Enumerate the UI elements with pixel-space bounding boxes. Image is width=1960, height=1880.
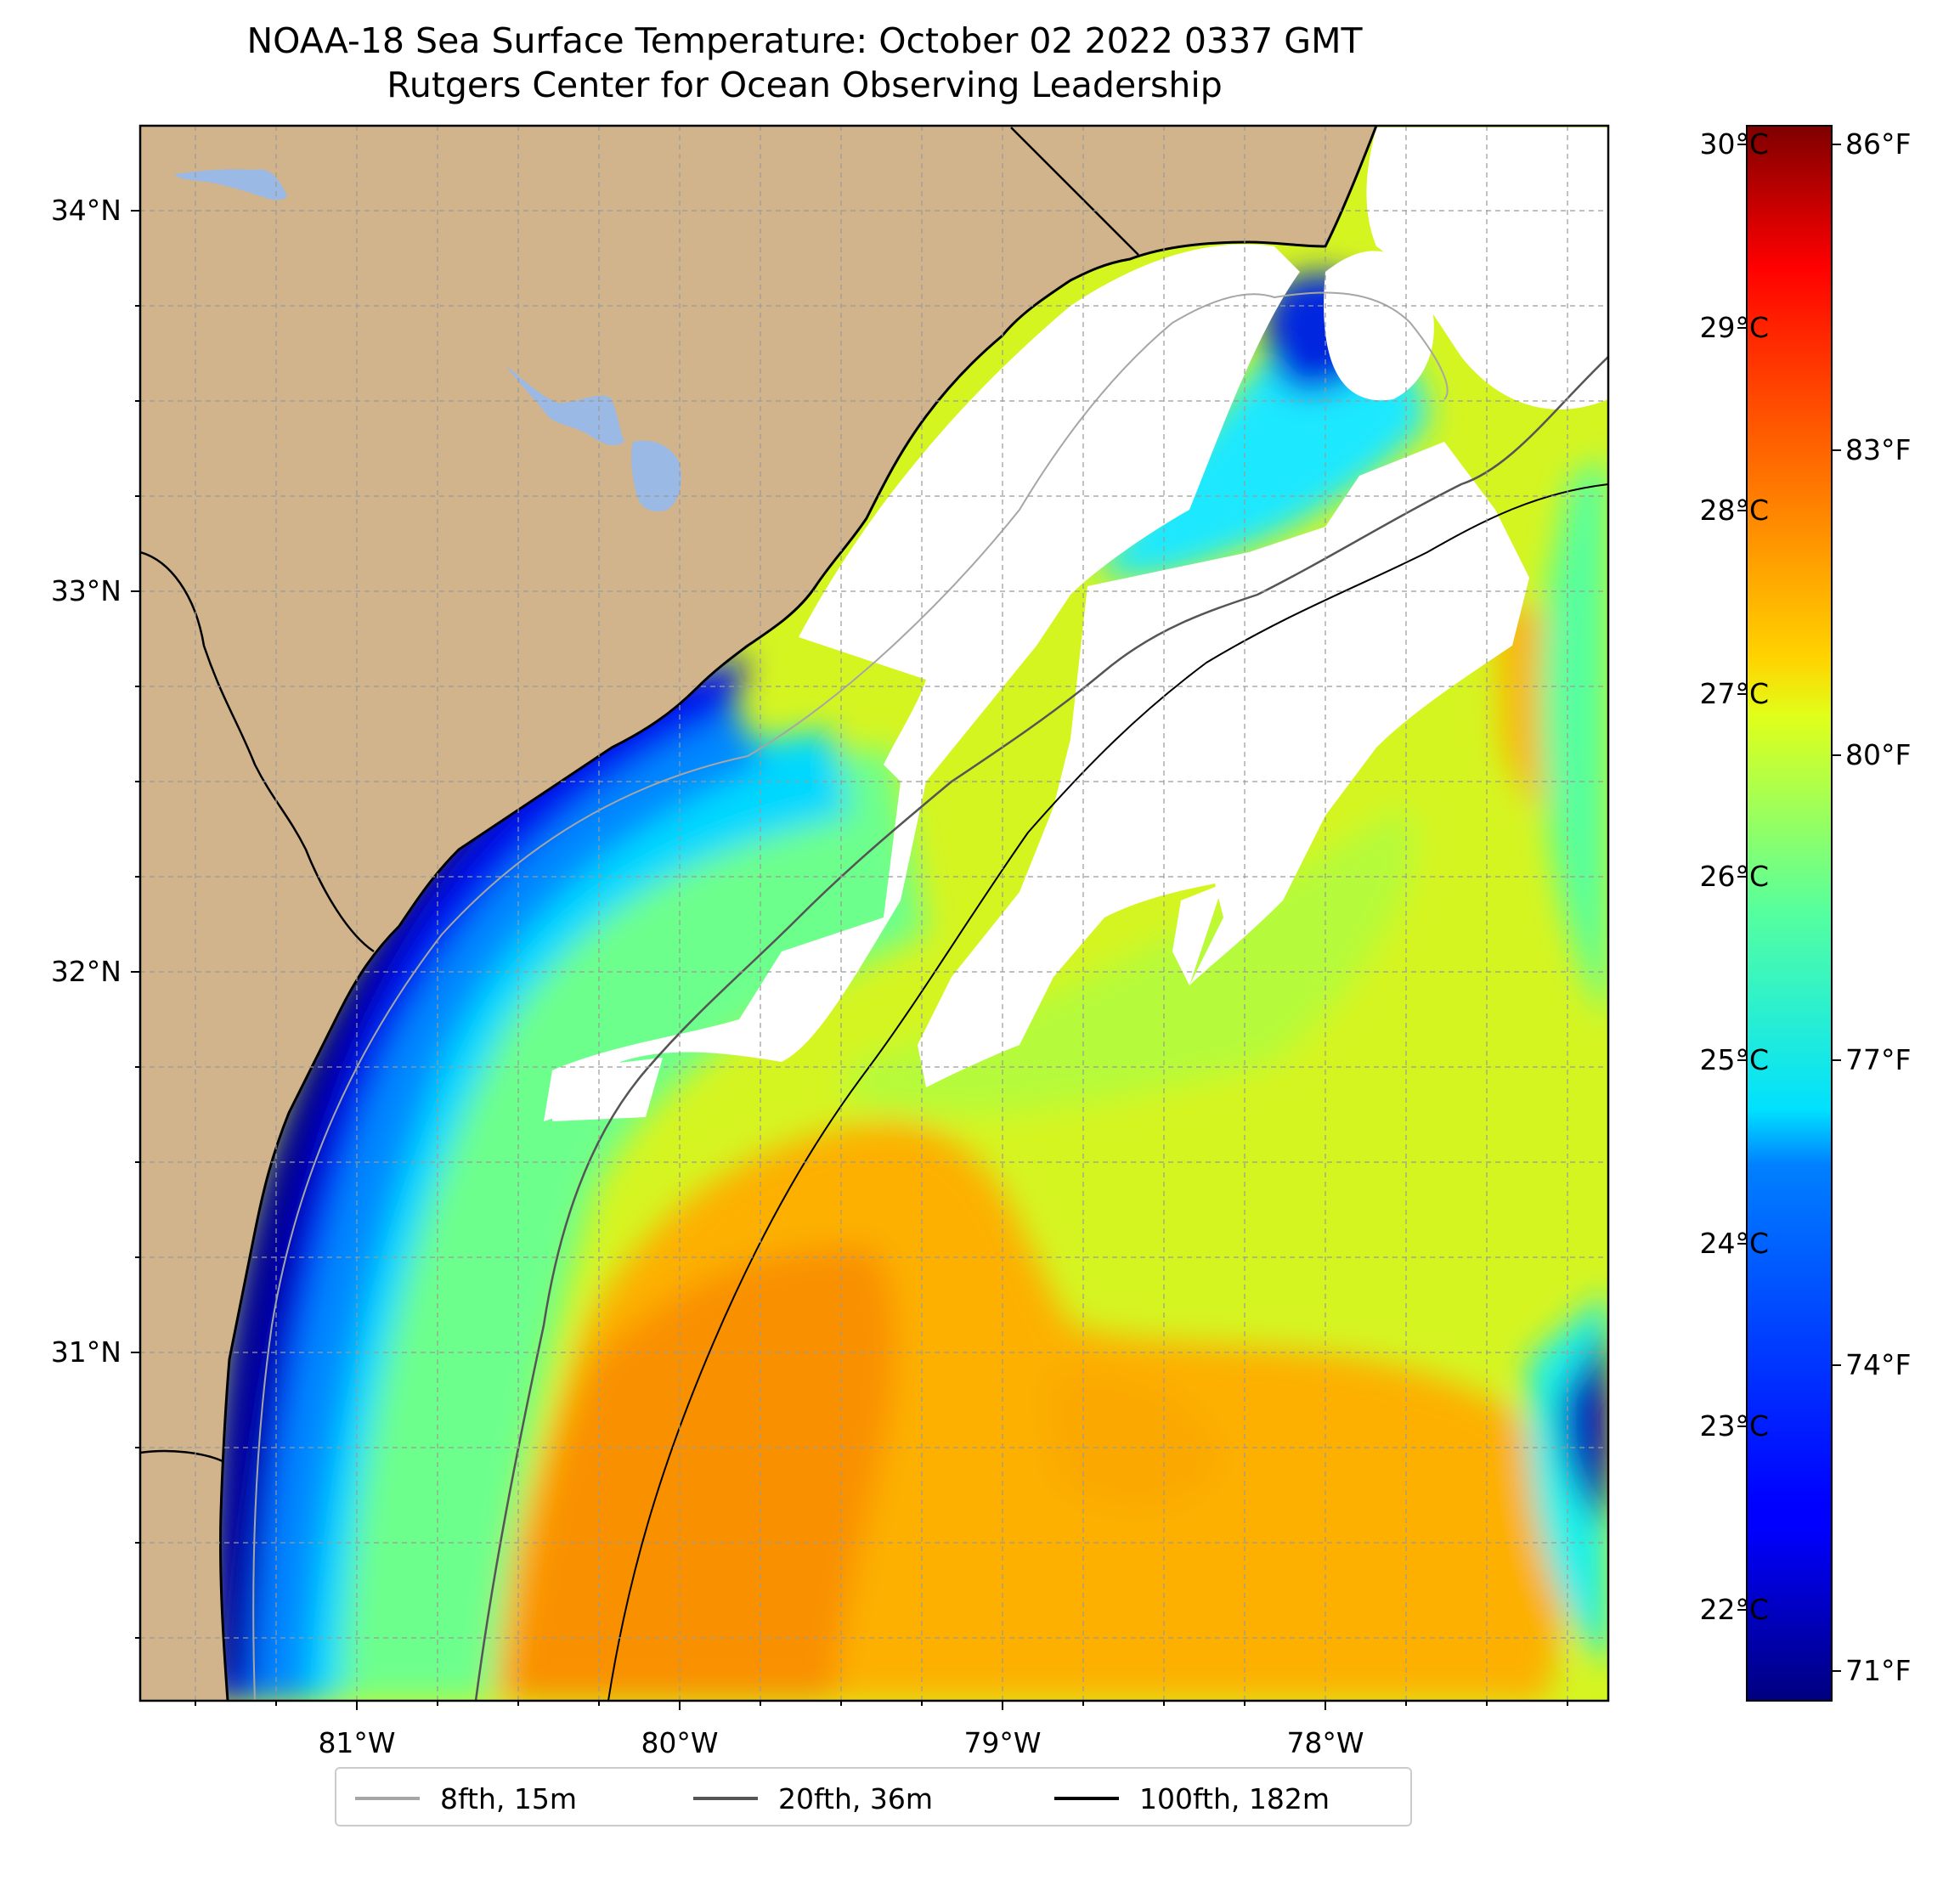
cb-label-c: 29°C <box>1699 311 1769 344</box>
cb-label-f: 80°F <box>1845 738 1912 771</box>
cb-label-c: 26°C <box>1699 860 1769 893</box>
lon-ticks <box>195 1701 1568 1710</box>
cb-label-c: 25°C <box>1699 1043 1769 1076</box>
lon-label-79: 79°W <box>963 1726 1042 1759</box>
state-border <box>140 550 375 953</box>
lon-label-80: 80°W <box>641 1726 719 1759</box>
lake <box>506 365 624 446</box>
legend-label: 8fth, 15m <box>440 1781 578 1815</box>
cb-label-c: 22°C <box>1699 1593 1769 1626</box>
title-line-2: Rutgers Center for Ocean Observing Leade… <box>387 65 1223 105</box>
cb-label-f: 83°F <box>1845 433 1912 466</box>
cb-label-f: 77°F <box>1845 1043 1912 1076</box>
legend-label: 100fth, 182m <box>1139 1781 1330 1815</box>
cb-label-c: 23°C <box>1699 1409 1769 1442</box>
legend-swatch <box>355 1797 420 1800</box>
legend-item-8fth: 8fth, 15m <box>355 1780 577 1817</box>
chart-title: NOAA-18 Sea Surface Temperature: October… <box>0 19 1609 107</box>
legend-swatch <box>693 1797 758 1800</box>
lat-ticks <box>131 210 140 1639</box>
legend: 8fth, 15m 20fth, 36m 100fth, 182m <box>335 1767 1412 1826</box>
lat-label-31: 31°N <box>50 1335 121 1369</box>
coastline <box>218 126 1378 1701</box>
lat-label-33: 33°N <box>50 574 121 607</box>
colorbar-ticks-f <box>1832 144 1841 1672</box>
contour-20fth <box>474 356 1608 1701</box>
lat-label-32: 32°N <box>50 955 121 988</box>
cb-label-f: 74°F <box>1845 1348 1912 1381</box>
title-line-1: NOAA-18 Sea Surface Temperature: October… <box>246 20 1363 61</box>
legend-item-20fth: 20fth, 36m <box>693 1780 933 1817</box>
cb-label-f: 71°F <box>1845 1654 1912 1687</box>
cb-label-c: 24°C <box>1699 1227 1769 1260</box>
contour-8fth <box>252 291 1449 1701</box>
legend-item-100fth: 100fth, 182m <box>1054 1780 1330 1817</box>
state-border <box>140 1449 223 1463</box>
sst-field <box>209 273 1608 1701</box>
lat-label-34: 34°N <box>50 194 121 227</box>
colorbar-ticks-c <box>1737 144 1747 1611</box>
cb-label-c: 27°C <box>1699 677 1769 710</box>
legend-label: 20fth, 36m <box>778 1781 933 1815</box>
cb-label-c: 30°C <box>1699 127 1769 161</box>
lon-label-81: 81°W <box>318 1726 396 1759</box>
legend-swatch <box>1054 1797 1119 1800</box>
colorbar <box>1746 125 1833 1702</box>
state-border <box>1010 127 1139 256</box>
contour-100fth <box>607 483 1608 1701</box>
gridlines <box>140 126 1608 1701</box>
lake <box>174 169 287 200</box>
map-frame <box>138 124 1610 1702</box>
lon-label-78: 78°W <box>1286 1726 1364 1759</box>
cb-label-c: 28°C <box>1699 494 1769 527</box>
land <box>140 126 1376 1701</box>
cb-label-f: 86°F <box>1845 127 1912 161</box>
lake <box>630 440 681 511</box>
